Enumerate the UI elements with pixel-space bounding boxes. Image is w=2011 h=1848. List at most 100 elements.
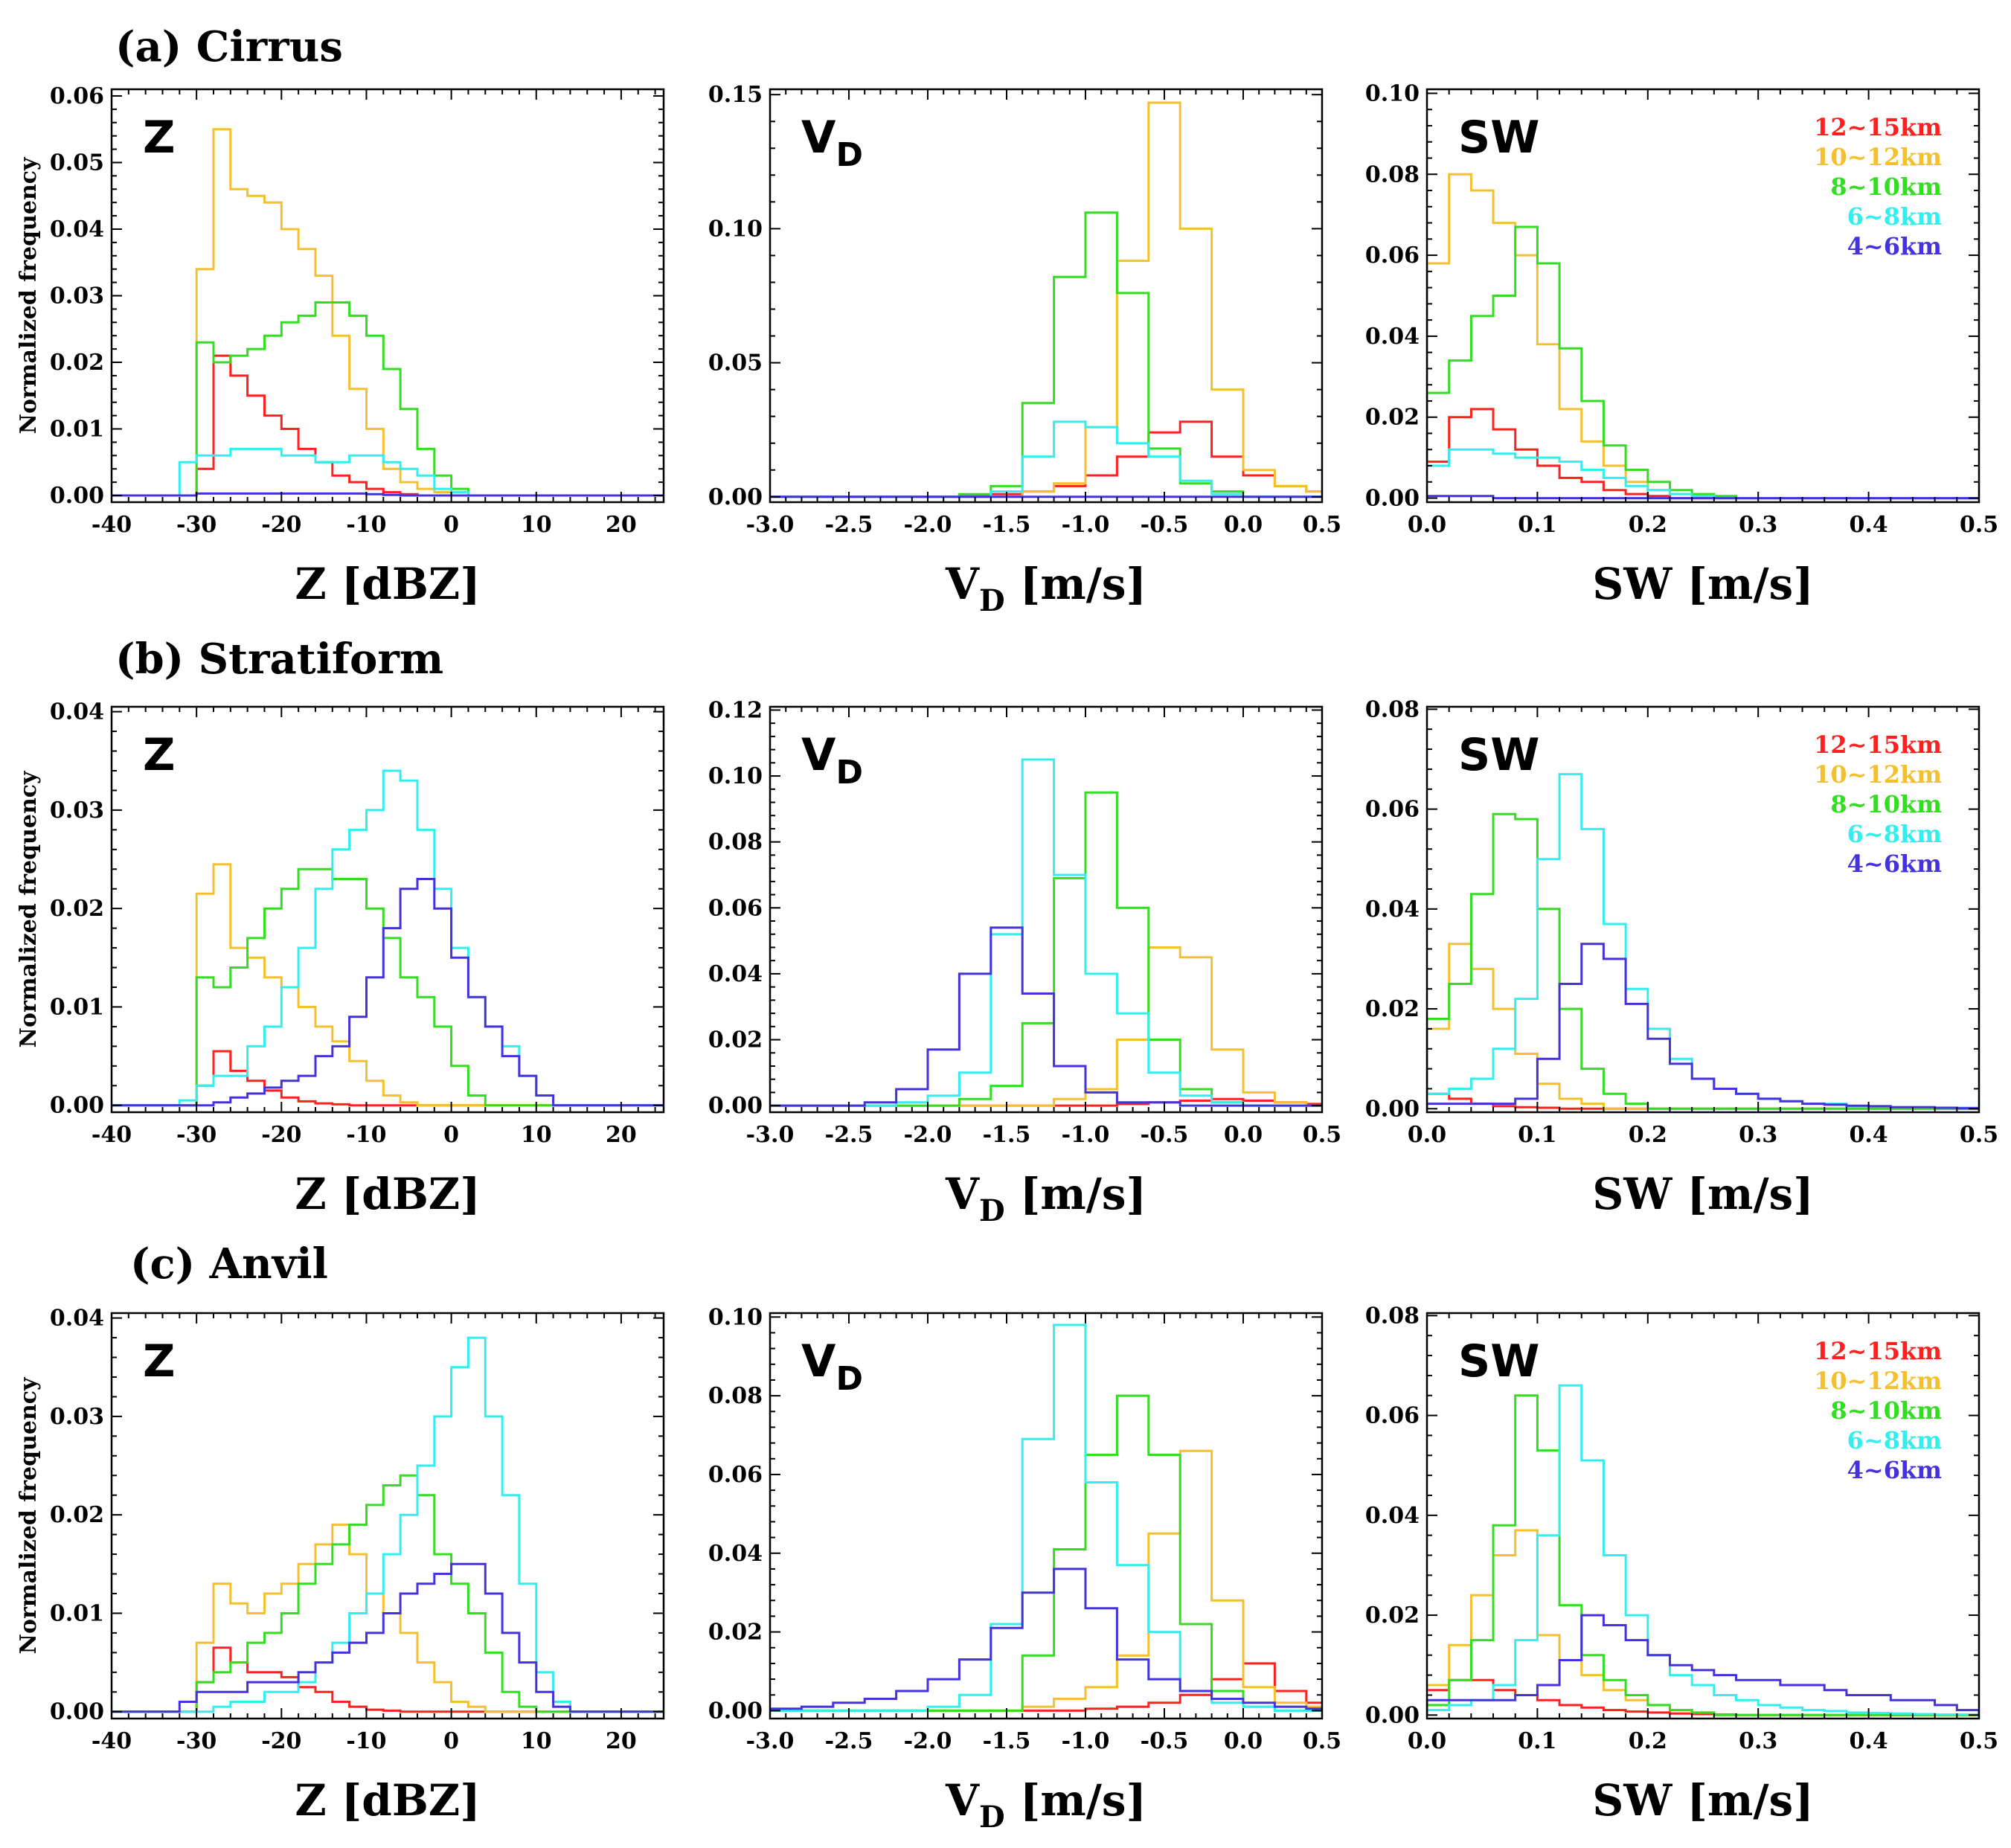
y-tick-label: 0.01	[50, 994, 104, 1020]
y-tick-label: 0.04	[1365, 324, 1420, 350]
panel-0-1: -3.0 -2.5 -2.0 -1.5 -1.0 -0.5 0.0 0.5 0.00 0.05 0.…	[708, 82, 1341, 618]
x-tick-label: -1.5	[983, 1122, 1031, 1148]
panel-0-0: -40 -30 -20 -10 0 10 20 0.00 0.01 0.02 0.03 0.04 0.0…	[16, 83, 665, 609]
y-tick-label: 0.02	[50, 350, 104, 376]
series-6~8km	[770, 758, 1322, 1107]
panel-tag: SW	[1458, 729, 1539, 781]
legend-entry: 12~15km	[1814, 113, 1942, 141]
y-tick-label: 0.02	[50, 896, 104, 922]
y-tick-label: 0.04	[50, 216, 104, 243]
x-tick-label: 0.0	[1224, 512, 1263, 538]
panels: -40 -30 -20 -10 0 10 200.000.010.020.030.040.0…	[16, 80, 1998, 1835]
x-axis-label: VD [m/s]	[945, 1169, 1146, 1228]
x-tick-label: 0.2	[1629, 1122, 1667, 1148]
x-tick-label: 0.0	[1408, 1728, 1446, 1754]
x-tick-label: -20	[261, 1728, 301, 1754]
x-axis-label: SW [m/s]	[1592, 559, 1813, 609]
x-tick-label: -1.0	[1062, 512, 1110, 538]
x-tick-label: -0.5	[1141, 1122, 1189, 1148]
x-axis-label: Z [dBZ]	[295, 559, 480, 609]
x-axis-label: VD [m/s]	[945, 559, 1146, 618]
panel-tag-subscript: D	[835, 1360, 863, 1398]
legend-entry: 8~10km	[1830, 173, 1942, 201]
x-tick-label: -40	[92, 1728, 132, 1754]
y-tick-label: 0.06	[50, 83, 104, 109]
legend-entry: 8~10km	[1830, 1396, 1942, 1425]
y-tick-label: 0.03	[50, 1404, 104, 1430]
plot-frame	[769, 705, 1324, 1114]
x-tick-label: -1.5	[983, 1728, 1031, 1754]
x-tick-label: -2.5	[825, 512, 873, 538]
x-tick-label: -1.0	[1062, 1122, 1110, 1148]
x-tick-label: -30	[176, 1122, 217, 1148]
panel-1-2: 0.0 0.1 0.2 0.3 0.4 0.5 0.00 0.02 0.04 0.06 0.08 SW…	[1365, 696, 1998, 1219]
x-tick-label: 0.5	[1960, 512, 1998, 538]
y-tick-label: 0.02	[50, 1502, 104, 1528]
panel-tag: VD	[801, 1335, 863, 1398]
panel-tag: VD	[801, 729, 863, 792]
x-tick-label: 10	[521, 512, 552, 538]
y-tick-label: 0.10	[708, 216, 763, 242]
x-tick-label: -2.5	[825, 1122, 873, 1148]
plot-frame	[769, 1312, 1324, 1720]
y-tick-label: 0.08	[1365, 696, 1420, 722]
y-tick-label: 0.00	[1365, 1096, 1420, 1122]
plot-frame	[1425, 88, 1980, 504]
series-6~8km	[1427, 1384, 1979, 1716]
x-tick-label: -30	[176, 512, 217, 538]
x-axis-label: SW [m/s]	[1592, 1775, 1813, 1826]
x-tick-label: -3.0	[746, 512, 795, 538]
x-axis-label: SW [m/s]	[1592, 1169, 1813, 1219]
y-tick-label: 0.02	[708, 1620, 763, 1646]
y-tick-label: 0.00	[50, 1093, 104, 1119]
legend-entry: 12~15km	[1814, 1337, 1942, 1365]
x-tick-label: -2.0	[904, 512, 952, 538]
y-tick-label: 0.02	[1365, 405, 1420, 431]
y-tick-label: 0.05	[708, 350, 763, 376]
y-tick-label: 0.00	[50, 1699, 104, 1725]
y-tick-label: 0.06	[1365, 797, 1420, 823]
y-tick-label: 0.08	[1365, 1303, 1420, 1329]
series-10~12km	[1427, 1529, 1979, 1716]
x-tick-label: 0.0	[1224, 1122, 1263, 1148]
row-title-0: (a) Cirrus	[115, 22, 343, 71]
x-tick-label: -10	[346, 1122, 386, 1148]
x-tick-label: 0	[443, 1728, 459, 1754]
y-axis-label: Normalized frequency	[16, 770, 42, 1048]
y-tick-label: 0.08	[708, 830, 763, 856]
legend-entry: 4~6km	[1847, 1456, 1943, 1484]
series-10~12km	[112, 128, 664, 497]
legend-entry: 10~12km	[1814, 143, 1942, 171]
y-tick-label: 0.10	[1365, 80, 1420, 106]
series-8~10km	[112, 867, 664, 1107]
panel-1-0: -40 -30 -20 -10 0 10 20 0.00 0.01 0.02 0.03 0.04 Z Z …	[16, 699, 665, 1219]
row-title-1: (b) Stratiform	[115, 635, 443, 684]
x-tick-label: 10	[521, 1728, 552, 1754]
panel-tag: VD	[801, 112, 863, 174]
y-tick-label: 0.06	[708, 1462, 763, 1488]
plot-frame	[110, 1312, 665, 1720]
y-tick-label: 0.03	[50, 283, 104, 309]
legend-entry: 12~15km	[1814, 731, 1942, 759]
panel-tag: SW	[1458, 112, 1539, 164]
x-tick-label: -3.0	[746, 1728, 795, 1754]
y-tick-label: 0.15	[708, 82, 763, 108]
series-12~15km	[112, 1050, 664, 1107]
y-tick-label: 0.02	[1365, 1602, 1420, 1629]
x-tick-label: -0.5	[1141, 1728, 1189, 1754]
row-titles: (a) Cirrus (b) Stratiform (c) Anvil	[115, 22, 443, 1289]
y-tick-label: 0.02	[708, 1027, 763, 1053]
x-tick-label: 10	[521, 1122, 552, 1148]
x-tick-label: 0.0	[1224, 1728, 1263, 1754]
panel-2-2: 0.0 0.1 0.2 0.3 0.4 0.5 0.00 0.02 0.04 0.06 0.08 SW…	[1365, 1303, 1998, 1826]
panel-0-2: 0.0 0.1 0.2 0.3 0.4 0.5 0.00 0.02 0.04 0.06 0.08 0.…	[1365, 80, 1998, 609]
x-axis-label: Z [dBZ]	[295, 1169, 480, 1219]
series-12~15km	[112, 354, 664, 497]
x-axis-label: VD [m/s]	[945, 1775, 1146, 1835]
series-10~12km	[112, 863, 664, 1107]
y-tick-label: 0.02	[1365, 996, 1420, 1022]
